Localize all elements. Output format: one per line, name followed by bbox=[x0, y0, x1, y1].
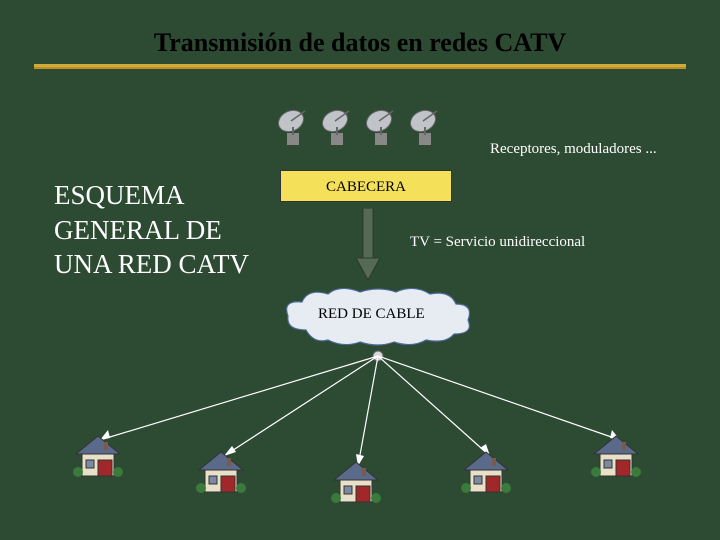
tv-service-label: TV = Servicio unidireccional bbox=[410, 234, 585, 251]
antenna-icon bbox=[275, 105, 315, 149]
arrow-down-icon bbox=[356, 208, 380, 280]
antenna-icon bbox=[319, 105, 359, 149]
house-icon bbox=[460, 448, 512, 496]
cabecera-box: CABECERA bbox=[280, 170, 452, 202]
house-icon bbox=[195, 448, 247, 496]
antenna-icon bbox=[363, 105, 403, 149]
house-icon bbox=[330, 458, 382, 506]
slide-subtitle: ESQUEMA GENERAL DE UNA RED CATV bbox=[54, 178, 264, 282]
house-icon bbox=[72, 432, 124, 480]
receptors-label: Receptores, moduladores ... bbox=[490, 140, 657, 160]
house-icon bbox=[590, 432, 642, 480]
cloud-label: RED DE CABLE bbox=[318, 306, 425, 323]
slide-title: Transmisión de datos en redes CATV bbox=[0, 0, 720, 58]
title-underline bbox=[34, 64, 686, 67]
antenna-icon bbox=[407, 105, 447, 149]
antenna-row bbox=[275, 105, 447, 149]
